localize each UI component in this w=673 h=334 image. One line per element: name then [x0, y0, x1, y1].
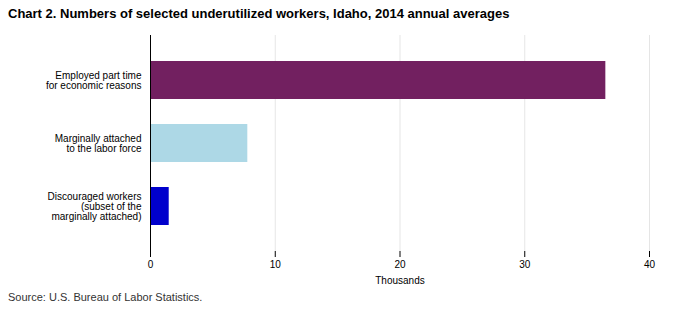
svg-text:Discouraged workers(subset of: Discouraged workers(subset of themargina… — [48, 191, 142, 222]
html-text:Source: U.S. Bureau of Labor S: Source: U.S. Bureau of Labor Statistics. — [8, 291, 203, 303]
svg-text:10: 10 — [270, 259, 282, 270]
svg-text:Thousands: Thousands — [375, 275, 424, 286]
svg-text:Marginally attachedto the labo: Marginally attachedto the labor force — [55, 133, 142, 154]
svg-text:Employed part timefor economic: Employed part timefor economic reasons — [46, 70, 142, 91]
svg-text:20: 20 — [394, 259, 406, 270]
svg-text:0: 0 — [148, 259, 154, 270]
html-text:Chart 2. Numbers of selected u: Chart 2. Numbers of selected underutiliz… — [8, 6, 510, 21]
svg-text:40: 40 — [644, 259, 656, 270]
svg-text:30: 30 — [519, 259, 531, 270]
